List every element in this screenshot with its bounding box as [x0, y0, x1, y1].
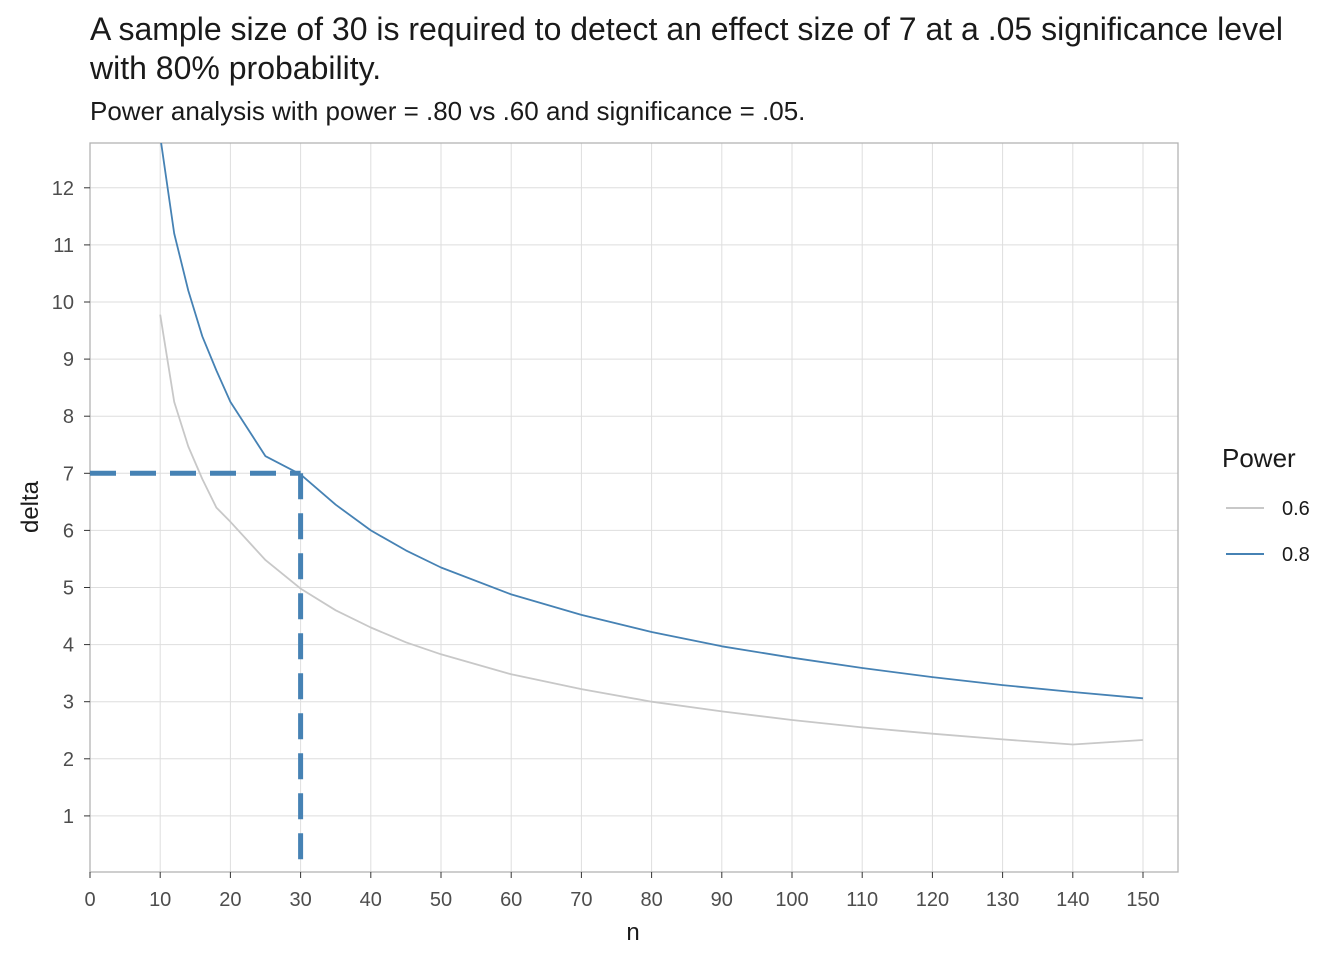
x-tick-label: 40 — [360, 889, 382, 911]
y-tick-label: 4 — [63, 635, 74, 657]
legend-label-0-8: 0.8 — [1282, 544, 1310, 566]
chart-title: A sample size of 30 is required to detec… — [90, 11, 1283, 86]
y-tick-label: 6 — [63, 520, 74, 542]
y-tick-label: 2 — [63, 749, 74, 771]
y-tick-label: 1 — [63, 806, 74, 828]
x-tick-label: 20 — [219, 889, 241, 911]
legend: Power 0.6 0.8 — [1222, 443, 1310, 566]
y-tick-label: 7 — [63, 463, 74, 485]
series-line-0-6 — [159, 314, 1144, 746]
grid — [89, 143, 1178, 872]
y-tick-label: 5 — [63, 578, 74, 600]
y-tick-label: 8 — [63, 406, 74, 428]
legend-title: Power — [1222, 443, 1296, 473]
y-tick-label: 9 — [63, 349, 74, 371]
x-tick-label: 120 — [916, 889, 949, 911]
x-tick-label: 60 — [500, 889, 522, 911]
y-tick-label: 10 — [52, 292, 74, 314]
annotation-layer — [90, 470, 304, 872]
series-layer — [159, 143, 1144, 746]
y-tick-label: 3 — [63, 692, 74, 714]
y-tick-label: 12 — [52, 178, 74, 200]
x-tick-label: 110 — [846, 889, 878, 911]
x-axis-ticks: 0 10 20 30 40 50 60 70 80 90 100 110 120 130 140 150 — [84, 872, 1160, 911]
x-tick-label: 50 — [430, 889, 452, 911]
x-tick-label: 140 — [1056, 889, 1089, 911]
y-tick-label: 11 — [53, 235, 74, 257]
x-tick-label: 70 — [570, 889, 592, 911]
chart-subtitle: Power analysis with power = .80 vs .60 a… — [90, 96, 806, 126]
x-axis-title: n — [626, 919, 639, 946]
legend-label-0-6: 0.6 — [1282, 498, 1310, 520]
y-axis-title: delta — [17, 480, 44, 533]
x-tick-label: 150 — [1126, 889, 1159, 911]
x-tick-label: 0 — [84, 889, 95, 911]
plot-panel — [89, 142, 1179, 873]
x-tick-label: 10 — [149, 889, 171, 911]
x-tick-label: 30 — [289, 889, 311, 911]
x-tick-label: 130 — [986, 889, 1019, 911]
series-line-0-8 — [160, 143, 1144, 700]
x-tick-label: 80 — [640, 889, 662, 911]
x-tick-label: 90 — [711, 889, 733, 911]
x-tick-label: 100 — [775, 889, 808, 911]
